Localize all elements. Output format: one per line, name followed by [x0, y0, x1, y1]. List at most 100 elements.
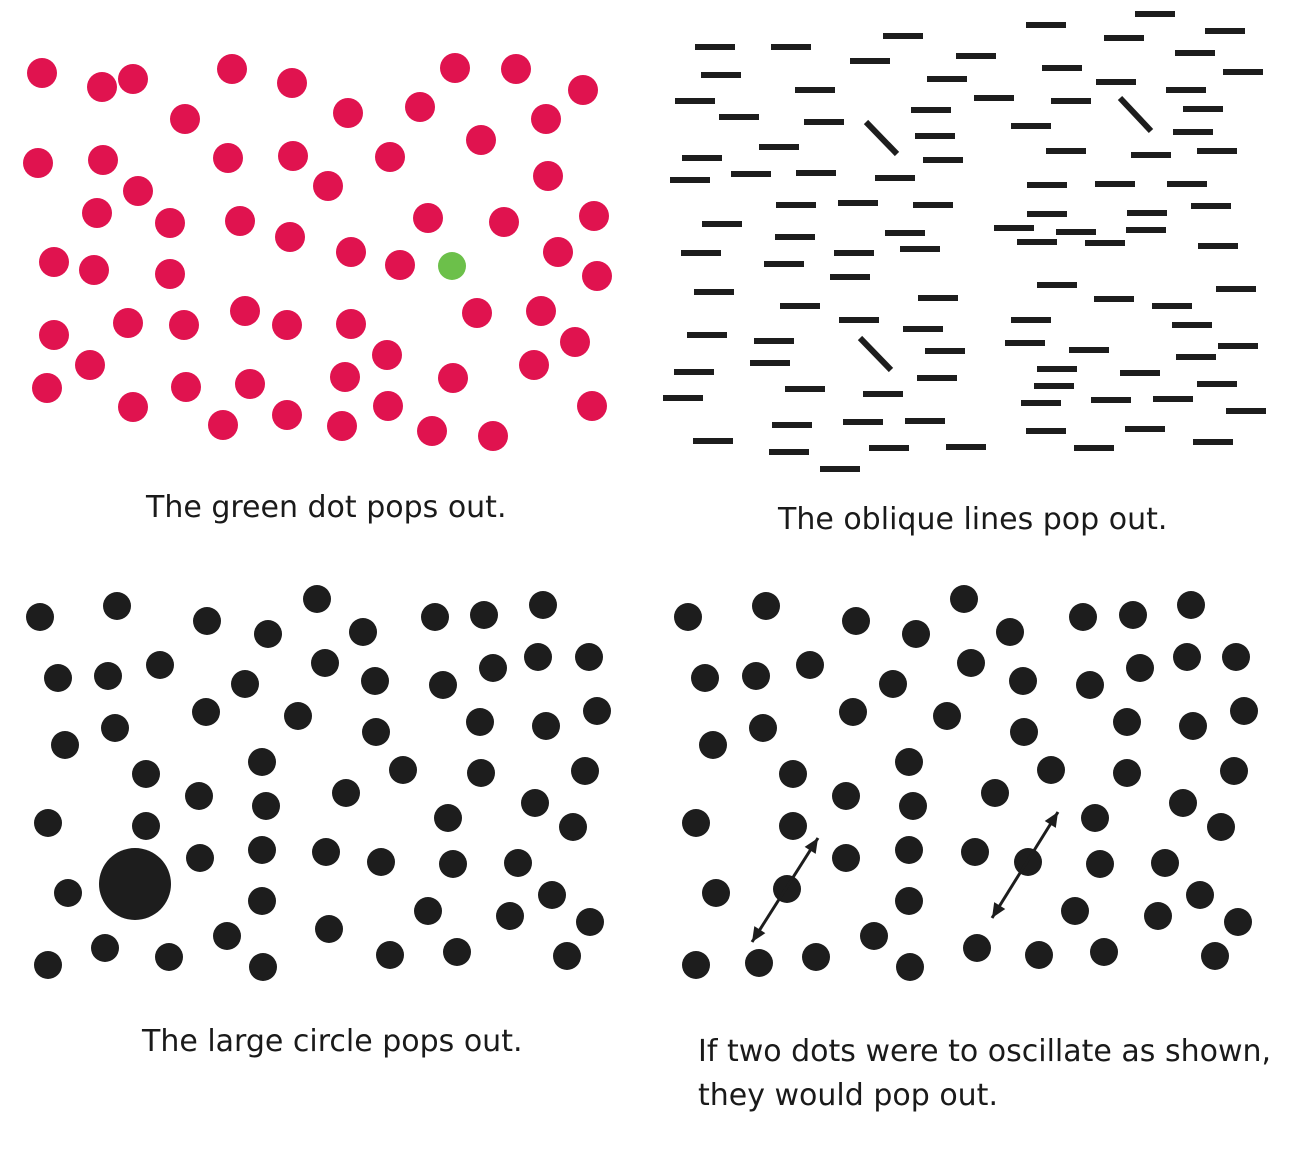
dot — [933, 702, 961, 730]
small-circle — [553, 942, 581, 970]
dot — [749, 714, 777, 742]
horizontal-line — [994, 225, 1034, 231]
dot — [1126, 654, 1154, 682]
small-circle — [367, 848, 395, 876]
dot — [702, 879, 730, 907]
small-circle — [44, 664, 72, 692]
red-dot — [217, 54, 247, 84]
red-dot — [277, 68, 307, 98]
red-dot — [313, 171, 343, 201]
red-dot — [385, 250, 415, 280]
color-dots-field — [23, 53, 612, 451]
horizontal-line — [1175, 50, 1215, 56]
horizontal-line — [925, 348, 965, 354]
small-circle — [349, 618, 377, 646]
small-circle — [559, 813, 587, 841]
horizontal-line — [863, 391, 903, 397]
horizontal-line — [869, 445, 909, 451]
small-circle — [248, 836, 276, 864]
red-dot — [466, 125, 496, 155]
red-dot — [171, 372, 201, 402]
dot — [1186, 881, 1214, 909]
red-dot — [272, 310, 302, 340]
small-circle — [538, 881, 566, 909]
red-dot — [577, 391, 607, 421]
horizontal-line — [838, 200, 878, 206]
red-dot — [462, 298, 492, 328]
dot — [1220, 757, 1248, 785]
dot — [1177, 591, 1205, 619]
red-dot — [118, 64, 148, 94]
small-circle — [496, 902, 524, 930]
small-circle — [479, 654, 507, 682]
dot — [895, 748, 923, 776]
horizontal-line — [917, 375, 957, 381]
horizontal-line — [1042, 65, 1082, 71]
red-dot — [169, 310, 199, 340]
dot — [896, 953, 924, 981]
small-circle — [284, 702, 312, 730]
dot — [752, 592, 780, 620]
horizontal-line — [1176, 354, 1216, 360]
horizontal-line — [1153, 396, 1193, 402]
horizontal-line — [911, 107, 951, 113]
double-headed-arrow-icon — [990, 811, 1060, 919]
red-dot — [582, 261, 612, 291]
dot — [832, 782, 860, 810]
horizontal-line — [875, 175, 915, 181]
small-circle — [467, 759, 495, 787]
dot — [699, 731, 727, 759]
small-circle — [315, 915, 343, 943]
caption-color-popout: The green dot pops out. — [146, 490, 507, 525]
small-circle — [248, 748, 276, 776]
dot — [950, 585, 978, 613]
horizontal-line — [675, 98, 715, 104]
dot — [1086, 850, 1114, 878]
small-circle — [312, 838, 340, 866]
horizontal-line — [839, 317, 879, 323]
dot — [1113, 708, 1141, 736]
horizontal-line — [1197, 381, 1237, 387]
arrow-head — [804, 838, 818, 854]
small-circle — [470, 601, 498, 629]
small-circle — [443, 938, 471, 966]
red-dot — [327, 411, 357, 441]
horizontal-line — [915, 133, 955, 139]
horizontal-line — [1074, 445, 1114, 451]
small-circle — [231, 670, 259, 698]
dot — [895, 887, 923, 915]
horizontal-line — [1026, 428, 1066, 434]
small-circle — [91, 934, 119, 962]
dot — [1207, 813, 1235, 841]
red-dot — [23, 148, 53, 178]
horizontal-line — [1125, 426, 1165, 432]
panel-size-popout — [0, 580, 650, 1000]
horizontal-line — [1135, 11, 1175, 17]
red-dot — [333, 98, 363, 128]
horizontal-line — [1021, 400, 1061, 406]
horizontal-line — [1037, 282, 1077, 288]
red-dot — [82, 198, 112, 228]
red-dot — [405, 92, 435, 122]
dot — [1076, 671, 1104, 699]
red-dot — [526, 296, 556, 326]
motion-dots-field — [674, 585, 1258, 981]
horizontal-line — [1126, 227, 1166, 233]
horizontal-line — [1198, 243, 1238, 249]
small-circle — [193, 607, 221, 635]
horizontal-line — [900, 246, 940, 252]
dot — [1169, 789, 1197, 817]
red-dot — [375, 142, 405, 172]
small-circle — [332, 779, 360, 807]
horizontal-line — [946, 444, 986, 450]
small-circle — [466, 708, 494, 736]
dot — [860, 922, 888, 950]
red-dot — [39, 320, 69, 350]
small-circle — [389, 756, 417, 784]
small-circle — [146, 651, 174, 679]
dot — [842, 607, 870, 635]
red-dot — [417, 416, 447, 446]
horizontal-line — [780, 303, 820, 309]
horizontal-line — [1026, 22, 1066, 28]
caption-motion-line-2: they would pop out. — [698, 1078, 998, 1113]
